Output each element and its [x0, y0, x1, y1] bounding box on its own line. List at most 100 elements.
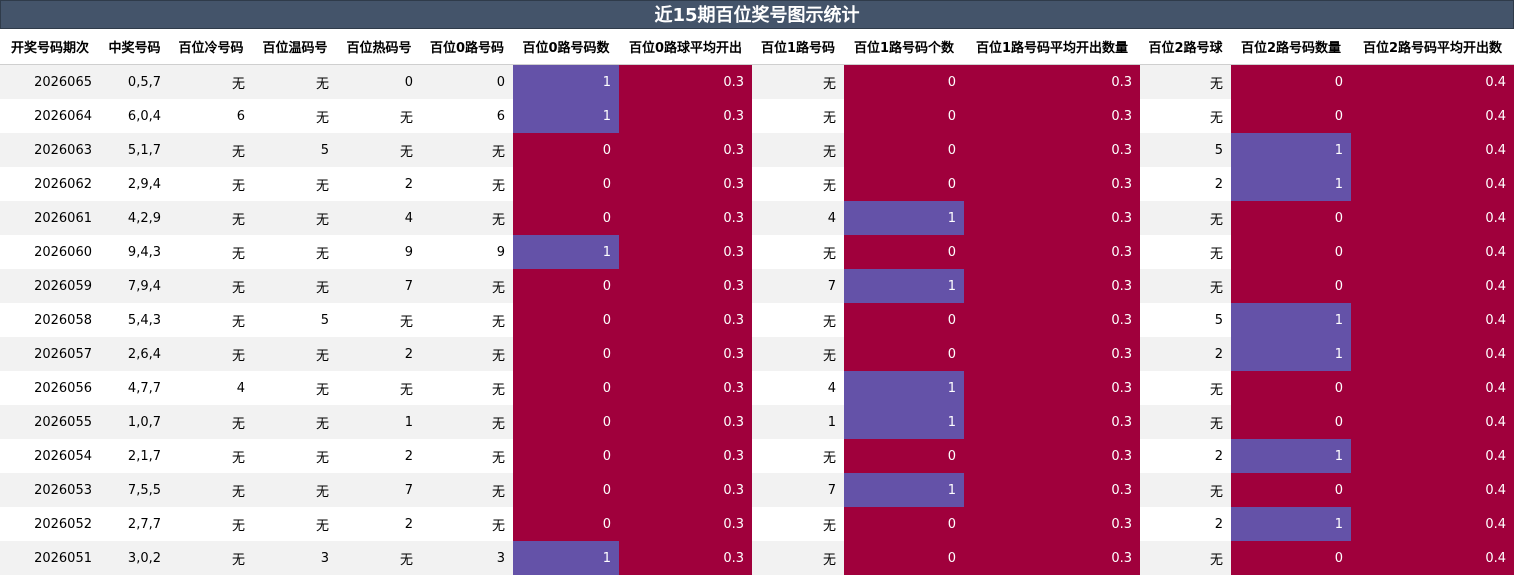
- cold-cell[interactable]: 无: [169, 541, 253, 575]
- route0-count-cell[interactable]: 0: [513, 439, 619, 473]
- route0-number-cell[interactable]: 无: [421, 337, 513, 371]
- hot-cell[interactable]: 4: [337, 201, 421, 235]
- hot-cell[interactable]: 2: [337, 167, 421, 201]
- winning-number-cell[interactable]: 0,5,7: [100, 64, 169, 99]
- route1-number-cell[interactable]: 无: [752, 507, 844, 541]
- route1-count-cell[interactable]: 0: [844, 507, 964, 541]
- cold-cell[interactable]: 无: [169, 507, 253, 541]
- route0-number-cell[interactable]: 无: [421, 405, 513, 439]
- route0-count-cell[interactable]: 0: [513, 371, 619, 405]
- hot-cell[interactable]: 2: [337, 507, 421, 541]
- hot-cell[interactable]: 无: [337, 541, 421, 575]
- route1-count-cell[interactable]: 1: [844, 473, 964, 507]
- hot-cell[interactable]: 7: [337, 473, 421, 507]
- route2-number-cell[interactable]: 无: [1140, 473, 1231, 507]
- col-header-route2-count[interactable]: 百位2路号码数量: [1231, 29, 1351, 65]
- route1-average-cell[interactable]: 0.3: [964, 405, 1140, 439]
- cold-cell[interactable]: 无: [169, 235, 253, 269]
- route0-count-cell[interactable]: 0: [513, 337, 619, 371]
- route1-count-cell[interactable]: 0: [844, 541, 964, 575]
- route2-number-cell[interactable]: 无: [1140, 235, 1231, 269]
- col-header-cold[interactable]: 百位冷号码: [169, 29, 253, 65]
- route0-count-cell[interactable]: 0: [513, 167, 619, 201]
- route0-average-cell[interactable]: 0.3: [619, 507, 752, 541]
- winning-number-cell[interactable]: 4,7,7: [100, 371, 169, 405]
- route2-average-cell[interactable]: 0.4: [1351, 371, 1514, 405]
- route0-number-cell[interactable]: 无: [421, 201, 513, 235]
- hot-cell[interactable]: 无: [337, 99, 421, 133]
- cold-cell[interactable]: 无: [169, 269, 253, 303]
- route0-average-cell[interactable]: 0.3: [619, 473, 752, 507]
- route1-number-cell[interactable]: 无: [752, 337, 844, 371]
- period-cell[interactable]: 2026054: [0, 439, 100, 473]
- period-cell[interactable]: 2026062: [0, 167, 100, 201]
- route2-number-cell[interactable]: 2: [1140, 337, 1231, 371]
- route1-count-cell[interactable]: 1: [844, 405, 964, 439]
- col-header-route0-count[interactable]: 百位0路号码数: [513, 29, 619, 65]
- route0-count-cell[interactable]: 0: [513, 133, 619, 167]
- period-cell[interactable]: 2026057: [0, 337, 100, 371]
- warm-cell[interactable]: 5: [253, 133, 337, 167]
- winning-number-cell[interactable]: 3,0,2: [100, 541, 169, 575]
- hot-cell[interactable]: 2: [337, 439, 421, 473]
- route0-count-cell[interactable]: 1: [513, 64, 619, 99]
- route2-count-cell[interactable]: 1: [1231, 303, 1351, 337]
- warm-cell[interactable]: 无: [253, 269, 337, 303]
- col-header-route1-number[interactable]: 百位1路号码: [752, 29, 844, 65]
- hot-cell[interactable]: 9: [337, 235, 421, 269]
- route2-average-cell[interactable]: 0.4: [1351, 541, 1514, 575]
- route1-average-cell[interactable]: 0.3: [964, 303, 1140, 337]
- cold-cell[interactable]: 无: [169, 167, 253, 201]
- route0-count-cell[interactable]: 0: [513, 473, 619, 507]
- route2-average-cell[interactable]: 0.4: [1351, 507, 1514, 541]
- route0-number-cell[interactable]: 9: [421, 235, 513, 269]
- route2-number-cell[interactable]: 2: [1140, 439, 1231, 473]
- route1-number-cell[interactable]: 无: [752, 99, 844, 133]
- hot-cell[interactable]: 1: [337, 405, 421, 439]
- cold-cell[interactable]: 4: [169, 371, 253, 405]
- route1-count-cell[interactable]: 0: [844, 64, 964, 99]
- route2-count-cell[interactable]: 0: [1231, 235, 1351, 269]
- warm-cell[interactable]: 无: [253, 473, 337, 507]
- route0-average-cell[interactable]: 0.3: [619, 167, 752, 201]
- warm-cell[interactable]: 无: [253, 507, 337, 541]
- route1-number-cell[interactable]: 无: [752, 133, 844, 167]
- route1-count-cell[interactable]: 0: [844, 167, 964, 201]
- warm-cell[interactable]: 无: [253, 201, 337, 235]
- route2-count-cell[interactable]: 0: [1231, 201, 1351, 235]
- route1-count-cell[interactable]: 0: [844, 303, 964, 337]
- winning-number-cell[interactable]: 2,7,7: [100, 507, 169, 541]
- route0-average-cell[interactable]: 0.3: [619, 303, 752, 337]
- route1-count-cell[interactable]: 1: [844, 201, 964, 235]
- route2-average-cell[interactable]: 0.4: [1351, 64, 1514, 99]
- warm-cell[interactable]: 无: [253, 405, 337, 439]
- period-cell[interactable]: 2026059: [0, 269, 100, 303]
- route0-average-cell[interactable]: 0.3: [619, 541, 752, 575]
- route0-count-cell[interactable]: 0: [513, 269, 619, 303]
- route0-count-cell[interactable]: 0: [513, 303, 619, 337]
- col-header-route1-average[interactable]: 百位1路号码平均开出数量: [964, 29, 1140, 65]
- col-header-route0-average[interactable]: 百位0路球平均开出: [619, 29, 752, 65]
- route2-count-cell[interactable]: 1: [1231, 439, 1351, 473]
- warm-cell[interactable]: 无: [253, 235, 337, 269]
- route2-count-cell[interactable]: 0: [1231, 473, 1351, 507]
- col-header-route2-average[interactable]: 百位2路号码平均开出数: [1351, 29, 1514, 65]
- route2-average-cell[interactable]: 0.4: [1351, 337, 1514, 371]
- route2-count-cell[interactable]: 0: [1231, 64, 1351, 99]
- route2-average-cell[interactable]: 0.4: [1351, 269, 1514, 303]
- route0-count-cell[interactable]: 0: [513, 405, 619, 439]
- route1-count-cell[interactable]: 0: [844, 439, 964, 473]
- route0-number-cell[interactable]: 0: [421, 64, 513, 99]
- route0-number-cell[interactable]: 无: [421, 167, 513, 201]
- route2-number-cell[interactable]: 5: [1140, 133, 1231, 167]
- route0-count-cell[interactable]: 1: [513, 99, 619, 133]
- warm-cell[interactable]: 无: [253, 371, 337, 405]
- winning-number-cell[interactable]: 2,9,4: [100, 167, 169, 201]
- route2-average-cell[interactable]: 0.4: [1351, 235, 1514, 269]
- route0-average-cell[interactable]: 0.3: [619, 133, 752, 167]
- route0-count-cell[interactable]: 1: [513, 541, 619, 575]
- route0-number-cell[interactable]: 无: [421, 303, 513, 337]
- cold-cell[interactable]: 无: [169, 439, 253, 473]
- route1-number-cell[interactable]: 4: [752, 201, 844, 235]
- route1-count-cell[interactable]: 0: [844, 337, 964, 371]
